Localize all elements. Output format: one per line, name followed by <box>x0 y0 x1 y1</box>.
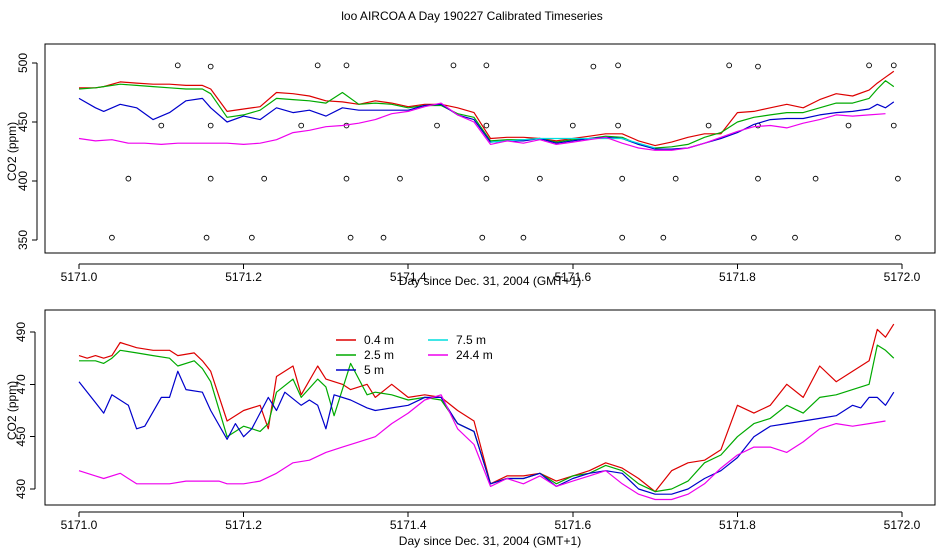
reference-point <box>895 234 901 241</box>
reference-point <box>298 122 305 129</box>
x-tick-label: 5171.0 <box>61 270 98 284</box>
x-axis-label: Day since Dec. 31, 2004 (GMT+1) <box>399 534 581 548</box>
reference-point <box>792 234 798 241</box>
series-line-1 <box>78 80 895 149</box>
reference-point <box>483 62 490 69</box>
reference-point <box>569 122 576 129</box>
reference-point <box>619 234 626 241</box>
reference-point <box>895 175 901 182</box>
reference-point <box>109 234 115 241</box>
reference-point <box>203 234 210 241</box>
reference-point <box>619 175 626 182</box>
legend-label: 7.5 m <box>456 333 486 347</box>
y-axis-label: CO2 (ppm) <box>5 122 19 181</box>
plot-frame <box>44 43 936 254</box>
plot-frame <box>44 309 936 506</box>
reference-point <box>615 122 621 129</box>
x-tick-label: 5171.0 <box>61 518 98 532</box>
reference-point <box>726 62 733 69</box>
x-tick-label: 5171.8 <box>719 270 756 284</box>
reference-point <box>520 234 527 241</box>
reference-point <box>812 175 819 182</box>
reference-point <box>343 62 350 69</box>
reference-point <box>261 175 268 182</box>
reference-point <box>755 63 761 70</box>
reference-point <box>672 175 679 182</box>
x-tick-label: 5171.4 <box>390 270 427 284</box>
legend: 0.4 m2.5 m5 m 7.5 m24.4 m <box>336 333 493 377</box>
reference-point <box>450 62 457 69</box>
series-line-3 <box>490 137 656 149</box>
series-line-0 <box>79 70 895 147</box>
reference-point <box>483 122 490 129</box>
reference-point <box>397 175 403 182</box>
reference-point <box>590 63 597 70</box>
reference-point <box>174 62 181 69</box>
plot-area <box>78 323 895 501</box>
reference-point <box>483 175 490 182</box>
top-panel: 5171.0 5171.2 5171.4 5171.6 5171.8 5172.0 Day … <box>5 43 936 288</box>
y-tick-label: 350 <box>16 230 30 250</box>
bottom-panel: 5171.0 5171.2 5171.4 5171.6 5171.8 5172.0 Day … <box>5 309 936 548</box>
reference-point <box>479 234 486 241</box>
series-line-24-4-m <box>78 394 886 501</box>
y-axis-label: CO2 (ppm) <box>5 381 19 440</box>
reference-point <box>347 234 354 241</box>
plot-area <box>78 62 901 241</box>
x-axis-label: Day since Dec. 31, 2004 (GMT+1) <box>399 274 581 288</box>
reference-point <box>537 175 543 182</box>
series-line-2-5-m <box>79 344 895 493</box>
reference-point <box>845 122 852 129</box>
x-tick-label: 5172.0 <box>884 518 921 532</box>
reference-point <box>125 175 132 182</box>
reference-point <box>660 234 667 241</box>
legend-label: 0.4 m <box>364 333 394 347</box>
legend-label: 24.4 m <box>456 348 493 362</box>
reference-point <box>705 122 712 129</box>
x-tick-label: 5171.6 <box>554 270 591 284</box>
y-tick-label: 450 <box>16 112 30 132</box>
y-tick-label: 430 <box>14 479 28 499</box>
reference-point <box>866 62 872 69</box>
reference-point <box>755 175 761 182</box>
series-line-4 <box>78 102 886 151</box>
x-tick-label: 5171.2 <box>225 270 262 284</box>
legend-label: 5 m <box>364 363 384 377</box>
reference-point <box>248 234 255 241</box>
reference-point <box>890 62 897 69</box>
reference-point <box>207 122 214 129</box>
reference-point <box>434 122 440 129</box>
x-tick-label: 5172.0 <box>884 270 921 284</box>
reference-point <box>314 62 321 69</box>
y-tick-label: 470 <box>14 374 28 394</box>
reference-point <box>890 122 897 129</box>
x-tick-label: 5171.2 <box>225 518 262 532</box>
reference-point <box>343 175 350 182</box>
reference-point <box>207 175 214 182</box>
y-tick-label: 400 <box>16 171 30 191</box>
reference-point <box>615 62 621 69</box>
x-tick-label: 5171.4 <box>390 518 427 532</box>
y-tick-label: 450 <box>14 426 28 446</box>
series-line-2 <box>78 97 895 150</box>
legend-label: 2.5 m <box>364 348 394 362</box>
y-tick-label: 500 <box>16 53 30 73</box>
reference-point <box>380 234 387 241</box>
figure-title: loo AIRCOA A Day 190227 Calibrated Times… <box>341 9 602 23</box>
x-tick-label: 5171.6 <box>554 518 591 532</box>
reference-point <box>207 63 214 70</box>
x-tick-label: 5171.8 <box>719 518 756 532</box>
reference-point <box>158 122 165 129</box>
y-tick-label: 490 <box>14 322 28 342</box>
reference-point <box>751 234 757 241</box>
